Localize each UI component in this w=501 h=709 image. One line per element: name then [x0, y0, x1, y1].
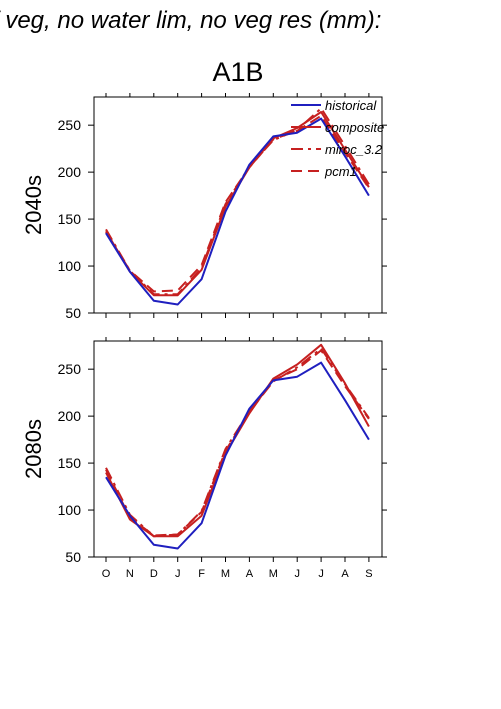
x-tick-label: J: [294, 568, 300, 580]
y-tick-label: 200: [58, 164, 82, 180]
x-tick-label: S: [365, 568, 372, 580]
legend-label-historical: historical: [325, 98, 377, 113]
x-tick-label: A: [246, 568, 254, 580]
y-tick-label: 150: [58, 455, 82, 471]
series-line-historical: [105, 361, 370, 550]
legend-label-composite: composite: [325, 120, 384, 135]
y-tick-label: 50: [65, 305, 81, 321]
legend-label-pcm1: pcm1: [324, 164, 357, 179]
y-tick-label: 200: [58, 408, 82, 424]
x-tick-label: N: [126, 568, 134, 580]
y-tick-label: 50: [65, 549, 81, 565]
y-axis-label: 2080s: [21, 419, 46, 479]
x-tick-label: J: [318, 568, 324, 580]
series-line-pcm1: [105, 114, 370, 293]
legend: historical composite miroc_3.2 pcm1: [291, 98, 384, 179]
x-tick-label: D: [150, 568, 158, 580]
x-tick-label: J: [175, 568, 181, 580]
series-line-composite: [105, 111, 370, 297]
series-line-pcm1: [105, 349, 370, 537]
scenario-title: A1B: [212, 57, 263, 87]
y-tick-label: 100: [58, 502, 82, 518]
y-tick-label: 250: [58, 117, 82, 133]
plot-frame: [93, 96, 383, 314]
series-line-composite: [105, 343, 370, 538]
x-tick-label: M: [221, 568, 230, 580]
x-tick-label: F: [198, 568, 205, 580]
x-tick-label: A: [341, 568, 349, 580]
plot-frame: [93, 340, 383, 558]
x-tick-label: M: [269, 568, 278, 580]
y-tick-label: 250: [58, 361, 82, 377]
y-axis-label: 2040s: [21, 175, 46, 235]
panel-2080s: 50 100 150 200 250 O N D J F M A M J J A S 2080s: [21, 337, 387, 580]
figure-header-title: f veg, no water lim, no veg res (mm):: [0, 7, 381, 34]
y-tick-label: 100: [58, 258, 82, 274]
x-tick-label: O: [102, 568, 111, 580]
panel-2040s: 50 100 150 200 250 2040s historical composite mi…: [21, 93, 387, 321]
series-line-historical: [105, 117, 370, 306]
series-line-miroc-3-2: [105, 107, 370, 296]
y-tick-label: 150: [58, 211, 82, 227]
legend-label-miroc-3-2: miroc_3.2: [325, 142, 383, 157]
